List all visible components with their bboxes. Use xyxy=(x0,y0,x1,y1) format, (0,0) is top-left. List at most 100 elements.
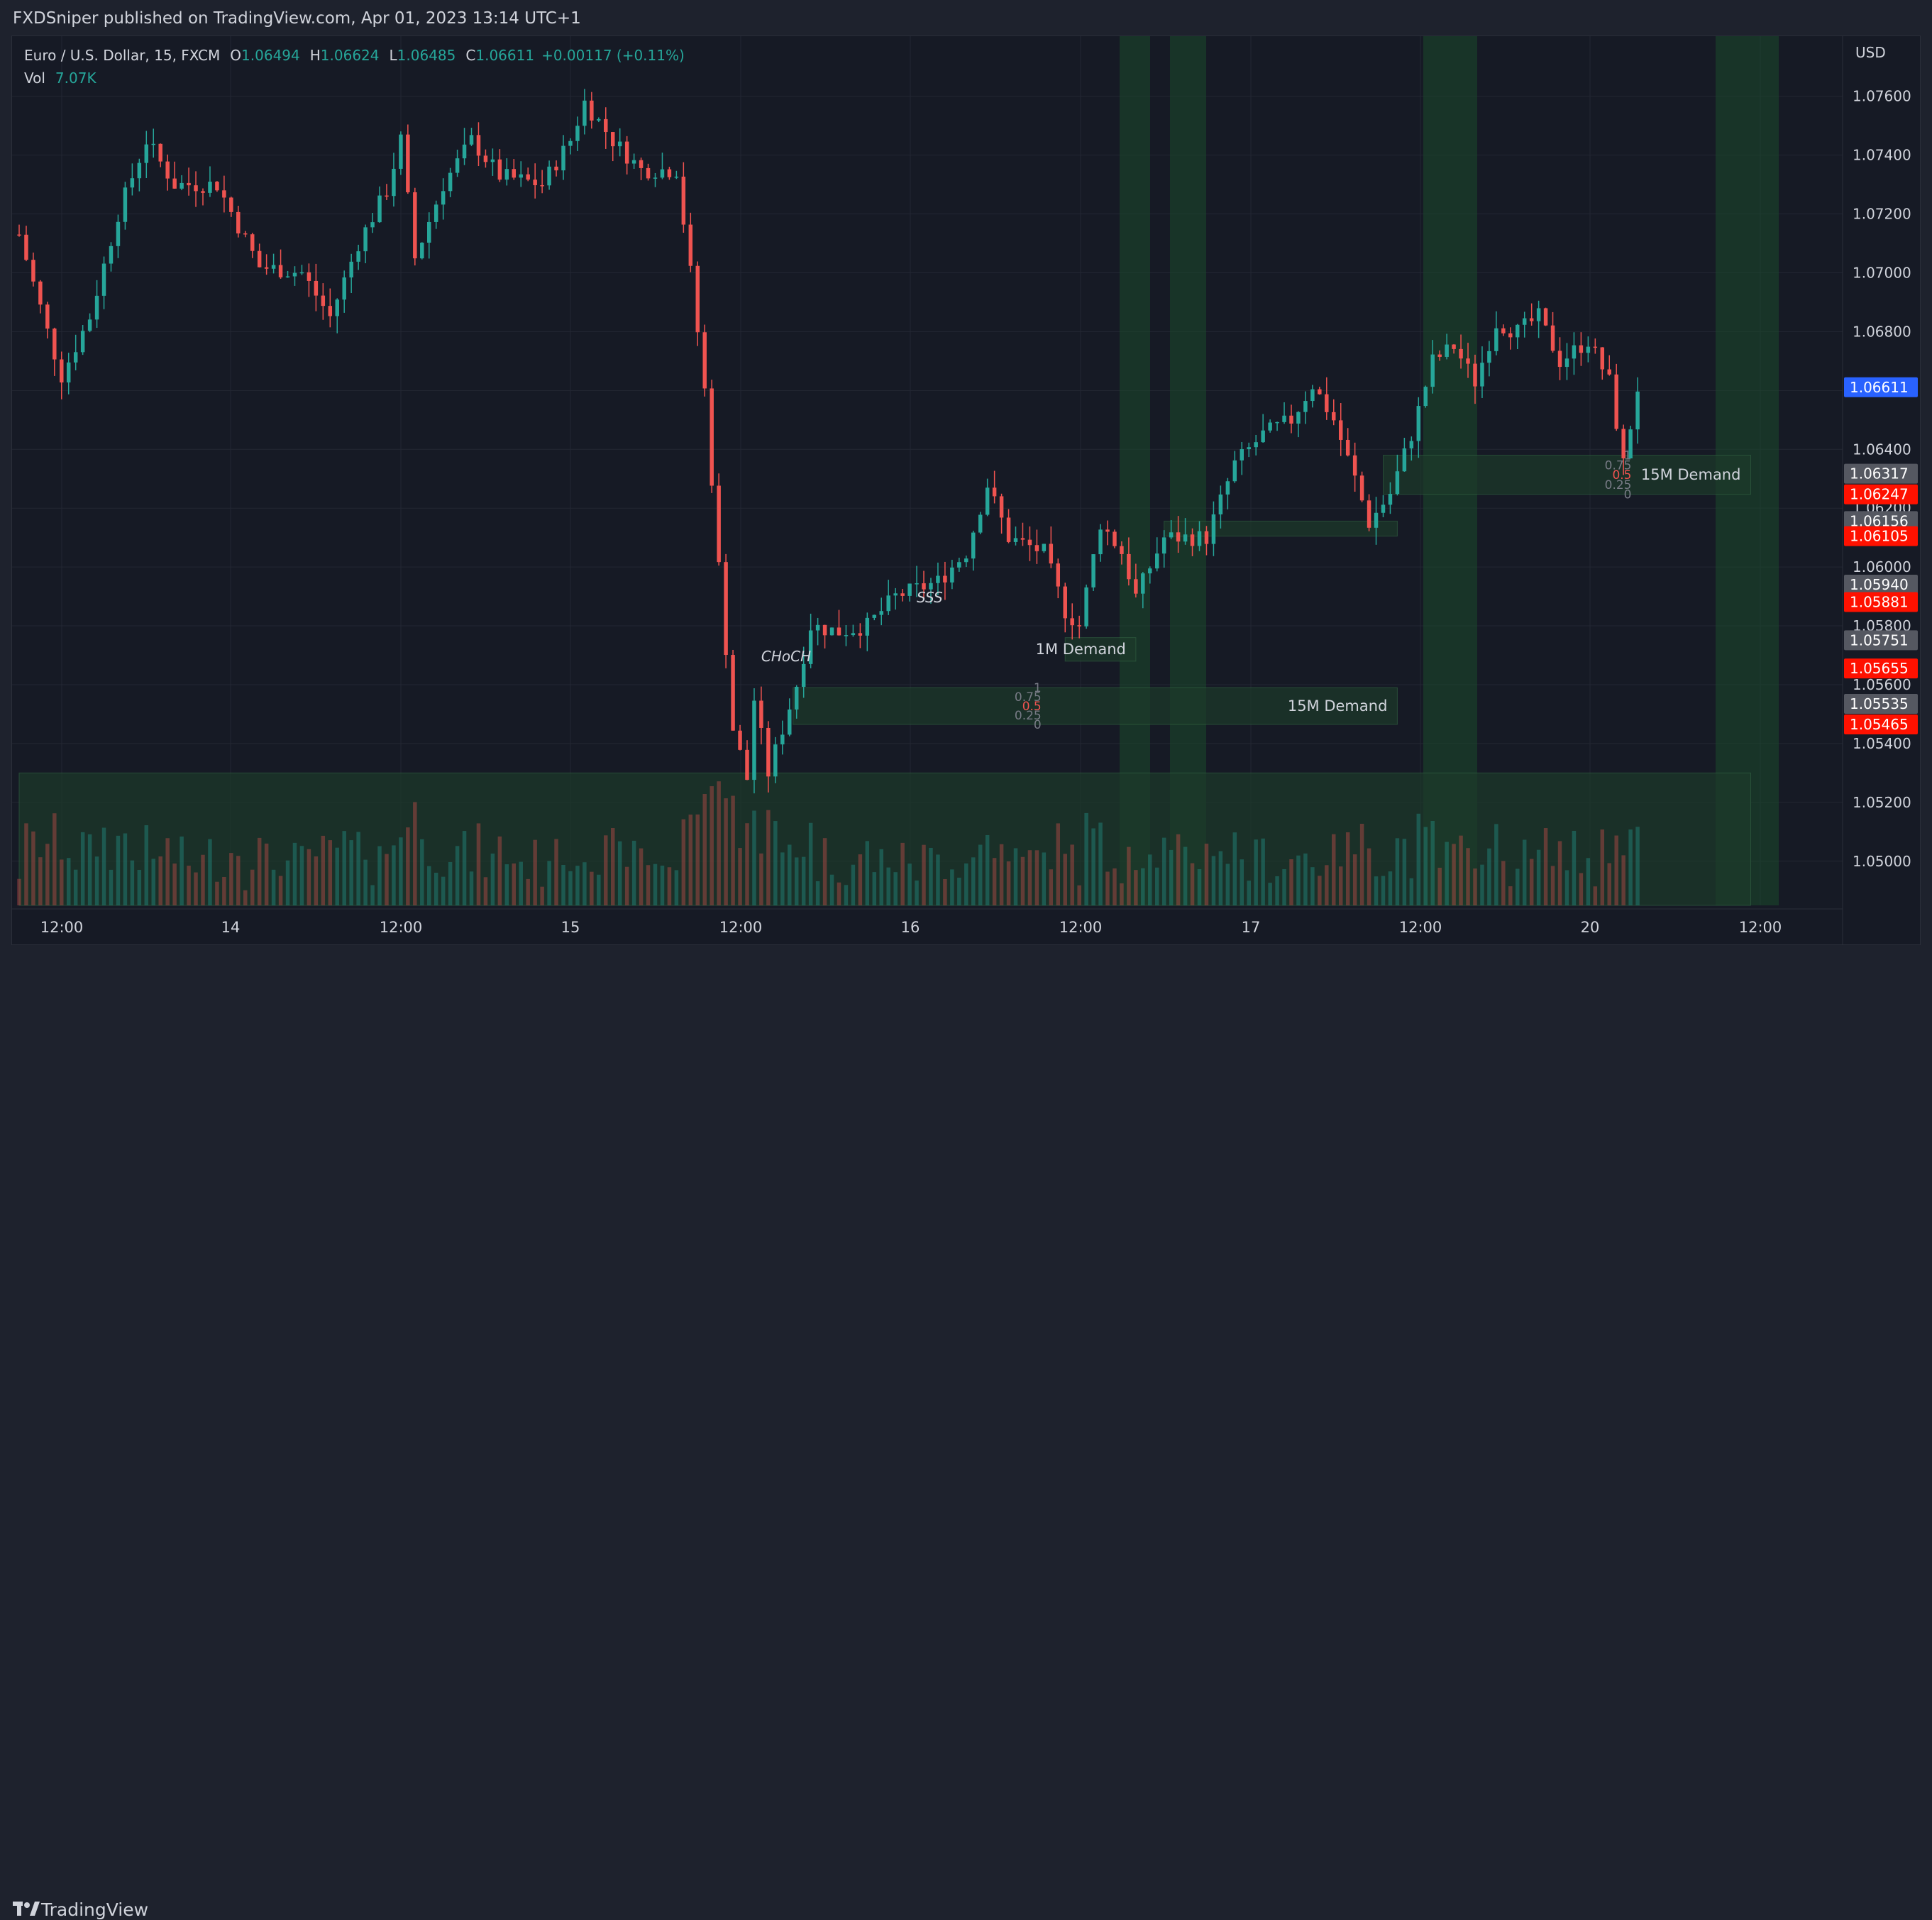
candle-body xyxy=(109,245,114,264)
volume-bar xyxy=(180,837,184,905)
volume-bar xyxy=(38,857,43,905)
candle-body xyxy=(257,250,262,267)
low-value: 1.06485 xyxy=(397,47,456,64)
price-tick-label: 1.06800 xyxy=(1853,323,1911,340)
volume-bar xyxy=(1516,868,1520,905)
chart-panel[interactable]: 15M Demand 1M Demand 15M Demand CHoCH SSS 0 0.… xyxy=(11,35,1921,945)
candle-body xyxy=(766,727,771,777)
candle-body xyxy=(1345,439,1350,456)
candle-body xyxy=(1522,318,1527,325)
candle-body xyxy=(1409,441,1414,448)
volume-bar xyxy=(490,853,495,905)
volume-bar xyxy=(1232,832,1237,905)
candle-body xyxy=(116,221,121,246)
fib-level-label: 0.75 xyxy=(1015,690,1042,705)
candle-body xyxy=(759,700,763,728)
candle-body xyxy=(441,191,446,205)
candle-body xyxy=(73,352,78,363)
candle-body xyxy=(363,227,368,252)
candle-body xyxy=(702,332,707,389)
candle-body xyxy=(1508,333,1513,338)
candle-body xyxy=(144,144,149,163)
candle-body xyxy=(342,277,346,300)
volume-bar xyxy=(1586,858,1591,905)
candle-body xyxy=(583,100,587,126)
volume-bar xyxy=(724,798,728,905)
candle-body xyxy=(1437,354,1442,357)
candle-body xyxy=(1282,415,1286,422)
candle-body xyxy=(1586,346,1591,353)
volume-bar xyxy=(123,833,128,905)
volume-bar xyxy=(575,866,580,905)
candle-body xyxy=(985,487,990,515)
volume-bar xyxy=(702,794,707,905)
volume-bar xyxy=(1614,835,1618,905)
volume-bar xyxy=(985,834,990,905)
volume-bar xyxy=(1070,844,1074,905)
volume-bar xyxy=(45,844,50,905)
candle-body xyxy=(349,261,353,278)
candle-body xyxy=(130,178,135,188)
price-label-text: 1.06247 xyxy=(1850,486,1909,503)
symbol-title[interactable]: Euro / U.S. Dollar, 15, FXCM xyxy=(24,47,221,64)
candle-body xyxy=(568,140,573,146)
candle-body xyxy=(1020,538,1025,540)
candle-body xyxy=(1218,494,1223,514)
volume-bar xyxy=(1303,853,1308,905)
currency-label: USD xyxy=(1855,44,1886,61)
volume-bar xyxy=(1409,878,1414,905)
candle-body xyxy=(370,222,375,228)
tradingview-brand[interactable]: TradingView xyxy=(41,1899,149,1920)
candle-body xyxy=(60,359,64,383)
candle-body xyxy=(773,744,778,777)
volume-bar xyxy=(915,880,919,905)
candle-body xyxy=(1543,308,1548,326)
volume-bar xyxy=(1473,868,1477,905)
volume-bar xyxy=(250,869,255,905)
volume-bar xyxy=(519,861,523,905)
candle-body xyxy=(1593,346,1598,348)
volume-bar xyxy=(858,854,863,905)
demand-zone xyxy=(1064,637,1137,662)
candle-body xyxy=(307,272,311,281)
tradingview-logo-icon[interactable] xyxy=(13,1899,41,1918)
volume-bar xyxy=(639,848,644,905)
volume-bar xyxy=(660,866,665,905)
volume-bar xyxy=(1261,838,1265,905)
candle-body xyxy=(1572,345,1577,359)
volume-bar xyxy=(87,834,92,905)
volume-bar xyxy=(1247,881,1251,905)
candle-body xyxy=(1600,347,1605,370)
candle-body xyxy=(406,134,410,192)
candle-body xyxy=(597,118,601,121)
candle-body xyxy=(1148,568,1152,574)
candle-body xyxy=(321,295,326,307)
candle-body xyxy=(610,132,615,147)
candle-body xyxy=(971,532,976,559)
volume-bar xyxy=(462,831,467,905)
ohlc-row: Euro / U.S. Dollar, 15, FXCM O1.06494 H1.0… xyxy=(24,44,685,67)
volume-bar xyxy=(1416,813,1421,905)
fib-level-label: 0.25 xyxy=(1015,709,1042,723)
volume-bar xyxy=(526,878,530,905)
candle-body xyxy=(1063,586,1067,619)
volume-bar xyxy=(547,861,551,905)
candle-body xyxy=(1098,529,1103,555)
candle-body xyxy=(1113,531,1117,546)
price-label-text: 1.05751 xyxy=(1850,631,1909,649)
candle-body xyxy=(1359,475,1364,501)
volume-bar xyxy=(243,890,248,905)
volume-bar xyxy=(1134,870,1138,905)
candle-body xyxy=(1247,447,1251,450)
candle-body xyxy=(1154,553,1159,569)
candle-body xyxy=(101,263,106,296)
volume-bar xyxy=(950,869,954,905)
candle-body xyxy=(1416,406,1421,441)
candle-body xyxy=(299,272,304,274)
volume-bar xyxy=(335,847,339,905)
candle-body xyxy=(1480,363,1484,387)
volume-bar xyxy=(1522,839,1527,905)
candle-body xyxy=(137,162,142,179)
footer-bar: TradingView xyxy=(0,944,1932,1920)
